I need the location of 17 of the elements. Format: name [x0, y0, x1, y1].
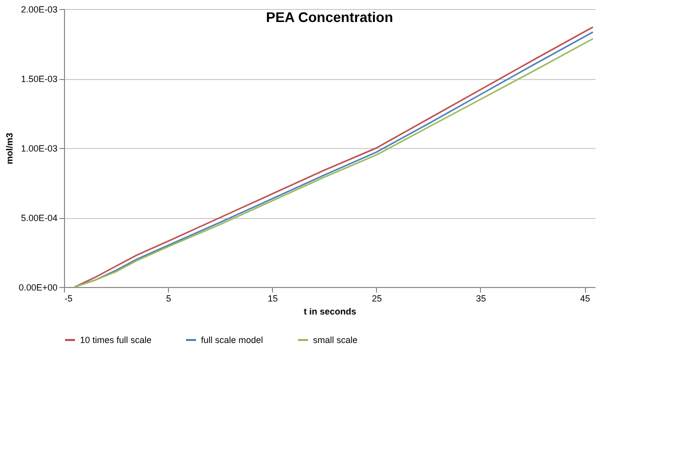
x-axis-title: t in seconds — [304, 306, 356, 316]
x-tick-label: 35 — [476, 294, 486, 304]
x-tick-label: -5 — [64, 294, 73, 304]
y-tick-label: 1.50E-03 — [20, 74, 58, 84]
x-tick-label: 15 — [268, 294, 278, 304]
y-tick-label: 5.00E-04 — [20, 213, 58, 223]
y-tick-label: 2.00E-03 — [20, 4, 58, 14]
y-tick-label: 1.00E-03 — [20, 144, 58, 154]
chart-title: PEA Concentration — [266, 9, 394, 25]
legend-label: small scale — [313, 335, 358, 345]
x-tick-label: 5 — [166, 294, 172, 304]
y-axis-title: mol/m3 — [4, 132, 15, 164]
legend-label: full scale model — [201, 335, 264, 345]
x-tick-label: 25 — [372, 294, 382, 304]
x-tick-label: 45 — [580, 294, 590, 304]
legend-label: 10 times full scale — [80, 335, 152, 345]
y-tick-label: 0.00E+00 — [18, 282, 58, 292]
